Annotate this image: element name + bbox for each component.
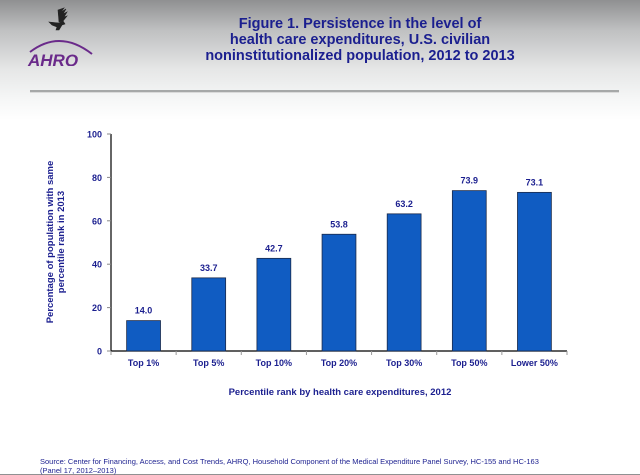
bar — [517, 191, 552, 352]
source-line: Source: Center for Financing, Access, an… — [40, 457, 539, 466]
bar — [451, 190, 487, 352]
hhs-eagle-icon: AHRQ — [27, 7, 93, 70]
y-tick-label: 60 — [92, 216, 102, 226]
source-note: Source: Center for Financing, Access, an… — [40, 457, 630, 475]
header-divider — [30, 90, 619, 93]
data-label: 73.9 — [461, 176, 479, 186]
y-axis-label: Percentage of population with same perce… — [45, 132, 67, 352]
bar — [386, 213, 422, 352]
y-tick-label: 100 — [87, 130, 102, 140]
bar — [256, 257, 292, 352]
x-tick-label: Top 30% — [386, 358, 422, 368]
ahrq-logo: AHRQ — [20, 4, 100, 70]
title-line: health care expenditures, U.S. civilian — [229, 32, 491, 48]
x-tick-label: Top 20% — [321, 358, 357, 368]
data-labels: 14.0 33.7 42.7 53.8 63.2 73.9 73.1 — [135, 176, 543, 316]
x-tick-label: Top 10% — [256, 358, 292, 368]
y-tick-label: 80 — [92, 173, 102, 183]
data-label: 63.2 — [395, 199, 413, 209]
y-axis: 0 20 40 60 80 100 — [87, 130, 112, 357]
source-line: (Panel 17, 2012–2013) — [40, 466, 117, 475]
y-tick-label: 20 — [92, 303, 102, 313]
y-tick-label: 0 — [97, 347, 102, 357]
data-label: 53.8 — [330, 219, 348, 229]
logo-text: AHRQ — [27, 51, 78, 66]
y-axis-label-line: Percentage of population with same — [45, 160, 56, 324]
y-axis-label-line: percentile rank in 2013 — [56, 190, 67, 294]
x-axis: Top 1% Top 5% Top 10% Top 20% Top 30% Top 50%… — [110, 350, 568, 368]
data-label: 14.0 — [135, 306, 153, 316]
x-tick-label: Top 5% — [193, 358, 224, 368]
x-tick-label: Top 1% — [128, 358, 159, 368]
bar — [126, 320, 161, 352]
x-axis-label: Percentile rank by health care expenditu… — [228, 387, 452, 398]
data-label: 33.7 — [200, 263, 218, 273]
chart-title: Figure 1. Persistence in the level of he… — [160, 16, 560, 64]
title-line: Figure 1. Persistence in the level of — [238, 16, 482, 32]
bar — [191, 277, 227, 352]
bars — [126, 190, 552, 352]
x-tick-label: Lower 50% — [511, 358, 558, 368]
bar — [321, 233, 357, 352]
title-line: noninstitutionalized population, 2012 to… — [205, 48, 515, 64]
data-label: 73.1 — [526, 177, 544, 187]
y-tick-label: 40 — [92, 260, 102, 270]
x-tick-label: Top 50% — [451, 358, 487, 368]
data-label: 42.7 — [265, 243, 283, 253]
